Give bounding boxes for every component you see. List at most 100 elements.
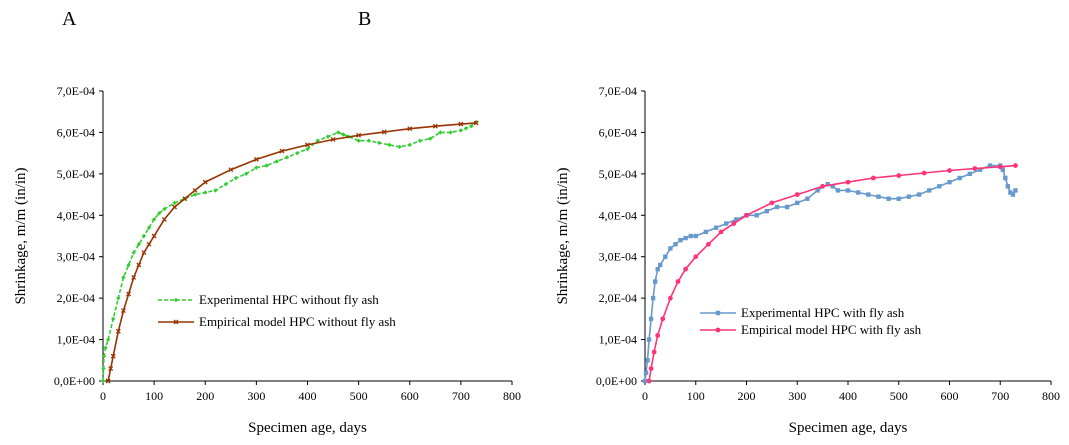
data-point: [305, 146, 310, 152]
data-point: [987, 163, 993, 168]
data-point: [794, 192, 800, 197]
data-point: [921, 170, 927, 176]
data-point: [646, 378, 652, 384]
data-point: [643, 370, 649, 375]
data-point: [356, 132, 362, 138]
data-point: [769, 200, 775, 206]
data-point: [648, 366, 654, 371]
data-point: [335, 130, 341, 135]
data-point: [724, 221, 729, 226]
data-point: [116, 295, 121, 301]
data-point: [1010, 192, 1016, 197]
data-point: [253, 156, 259, 162]
data-point: [815, 188, 820, 193]
data-point: [366, 138, 372, 143]
data-point: [407, 142, 412, 148]
data-point: [683, 235, 688, 241]
x-tick-label: 700: [452, 389, 470, 403]
data-point: [121, 275, 126, 280]
data-point: [646, 337, 652, 342]
data-point: [146, 225, 152, 230]
x-tick-label: 600: [941, 389, 959, 403]
x-tick-label: 700: [991, 389, 1009, 403]
data-point: [658, 262, 663, 268]
data-point: [870, 175, 876, 181]
data-point: [1008, 190, 1013, 195]
data-point: [667, 295, 673, 301]
x-axis-title: Specimen age, days: [789, 420, 908, 436]
data-point: [693, 233, 698, 239]
y-tick-label: 6,0E-04: [57, 125, 95, 139]
legend-label: Experimental HPC with fly ash: [741, 305, 905, 320]
data-point: [305, 142, 310, 148]
chart-b: 0 100 200 300 400 500 600 700 800 0,0E+00 1,0E-04 2…: [555, 84, 1060, 436]
x-tick-label: 100: [145, 389, 163, 403]
series-line: [102, 121, 477, 382]
data-point: [203, 190, 208, 195]
data-point: [157, 211, 162, 216]
data-point: [845, 179, 851, 185]
panel-label-a: A: [62, 8, 77, 30]
data-point: [432, 123, 438, 129]
data-point: [284, 155, 290, 160]
data-point: [407, 126, 413, 132]
y-tick-label: 2,0E-04: [57, 291, 95, 305]
data-point: [202, 179, 208, 185]
x-tick-label: 200: [738, 389, 756, 403]
x-tick-label: 0: [100, 389, 106, 403]
y-tick-label: 1,0E-04: [57, 333, 95, 347]
data-point: [668, 246, 673, 251]
data-point: [417, 138, 423, 143]
data-point: [957, 175, 962, 181]
series-line: [644, 164, 1017, 382]
data-point: [330, 137, 336, 142]
data-point: [161, 216, 167, 222]
data-point: [718, 229, 724, 235]
data-point: [397, 144, 402, 150]
data-point: [381, 129, 387, 135]
legend-marker: [715, 327, 721, 333]
data-point: [972, 166, 978, 171]
series-line: [648, 164, 1016, 382]
data-point: [136, 262, 142, 268]
legend-label: Experimental HPC without fly ash: [199, 292, 379, 307]
x-axis-title: Specimen age, days: [248, 420, 367, 436]
data-point: [295, 150, 300, 156]
data-point: [876, 194, 881, 199]
data-point: [784, 204, 790, 210]
data-point: [100, 378, 106, 384]
data-point: [916, 192, 922, 197]
data-point: [896, 173, 902, 178]
y-tick-label: 7,0E-04: [599, 84, 637, 98]
data-point: [774, 204, 780, 210]
y-axis-title: Shrinkage, m/m (in/in): [555, 167, 571, 304]
data-point: [131, 250, 136, 255]
data-point: [115, 328, 121, 334]
data-point: [356, 138, 361, 143]
data-point: [673, 242, 678, 247]
data-point: [279, 148, 285, 154]
data-point: [131, 274, 137, 280]
data-point: [1000, 167, 1005, 172]
y-tick-label: 7,0E-04: [57, 84, 95, 98]
legend-label: Empirical model HPC without fly ash: [199, 314, 396, 329]
y-tick-label: 6,0E-04: [599, 125, 637, 139]
x-tick-label: 800: [503, 389, 521, 403]
data-point: [126, 262, 131, 268]
data-point: [835, 188, 841, 193]
legend-marker: [715, 310, 721, 316]
data-point: [151, 233, 157, 239]
y-tick-label: 3,0E-04: [57, 250, 95, 264]
series-line: [107, 122, 477, 382]
data-point: [977, 167, 983, 172]
data-point: [1005, 184, 1011, 189]
data-point: [866, 192, 871, 197]
data-point: [645, 358, 650, 363]
x-tick-label: 200: [196, 389, 214, 403]
data-point: [1013, 188, 1018, 193]
x-tick-label: 0: [642, 389, 648, 403]
x-tick-label: 300: [247, 389, 265, 403]
data-point: [805, 196, 810, 201]
data-point: [101, 366, 106, 371]
data-point: [341, 132, 346, 137]
